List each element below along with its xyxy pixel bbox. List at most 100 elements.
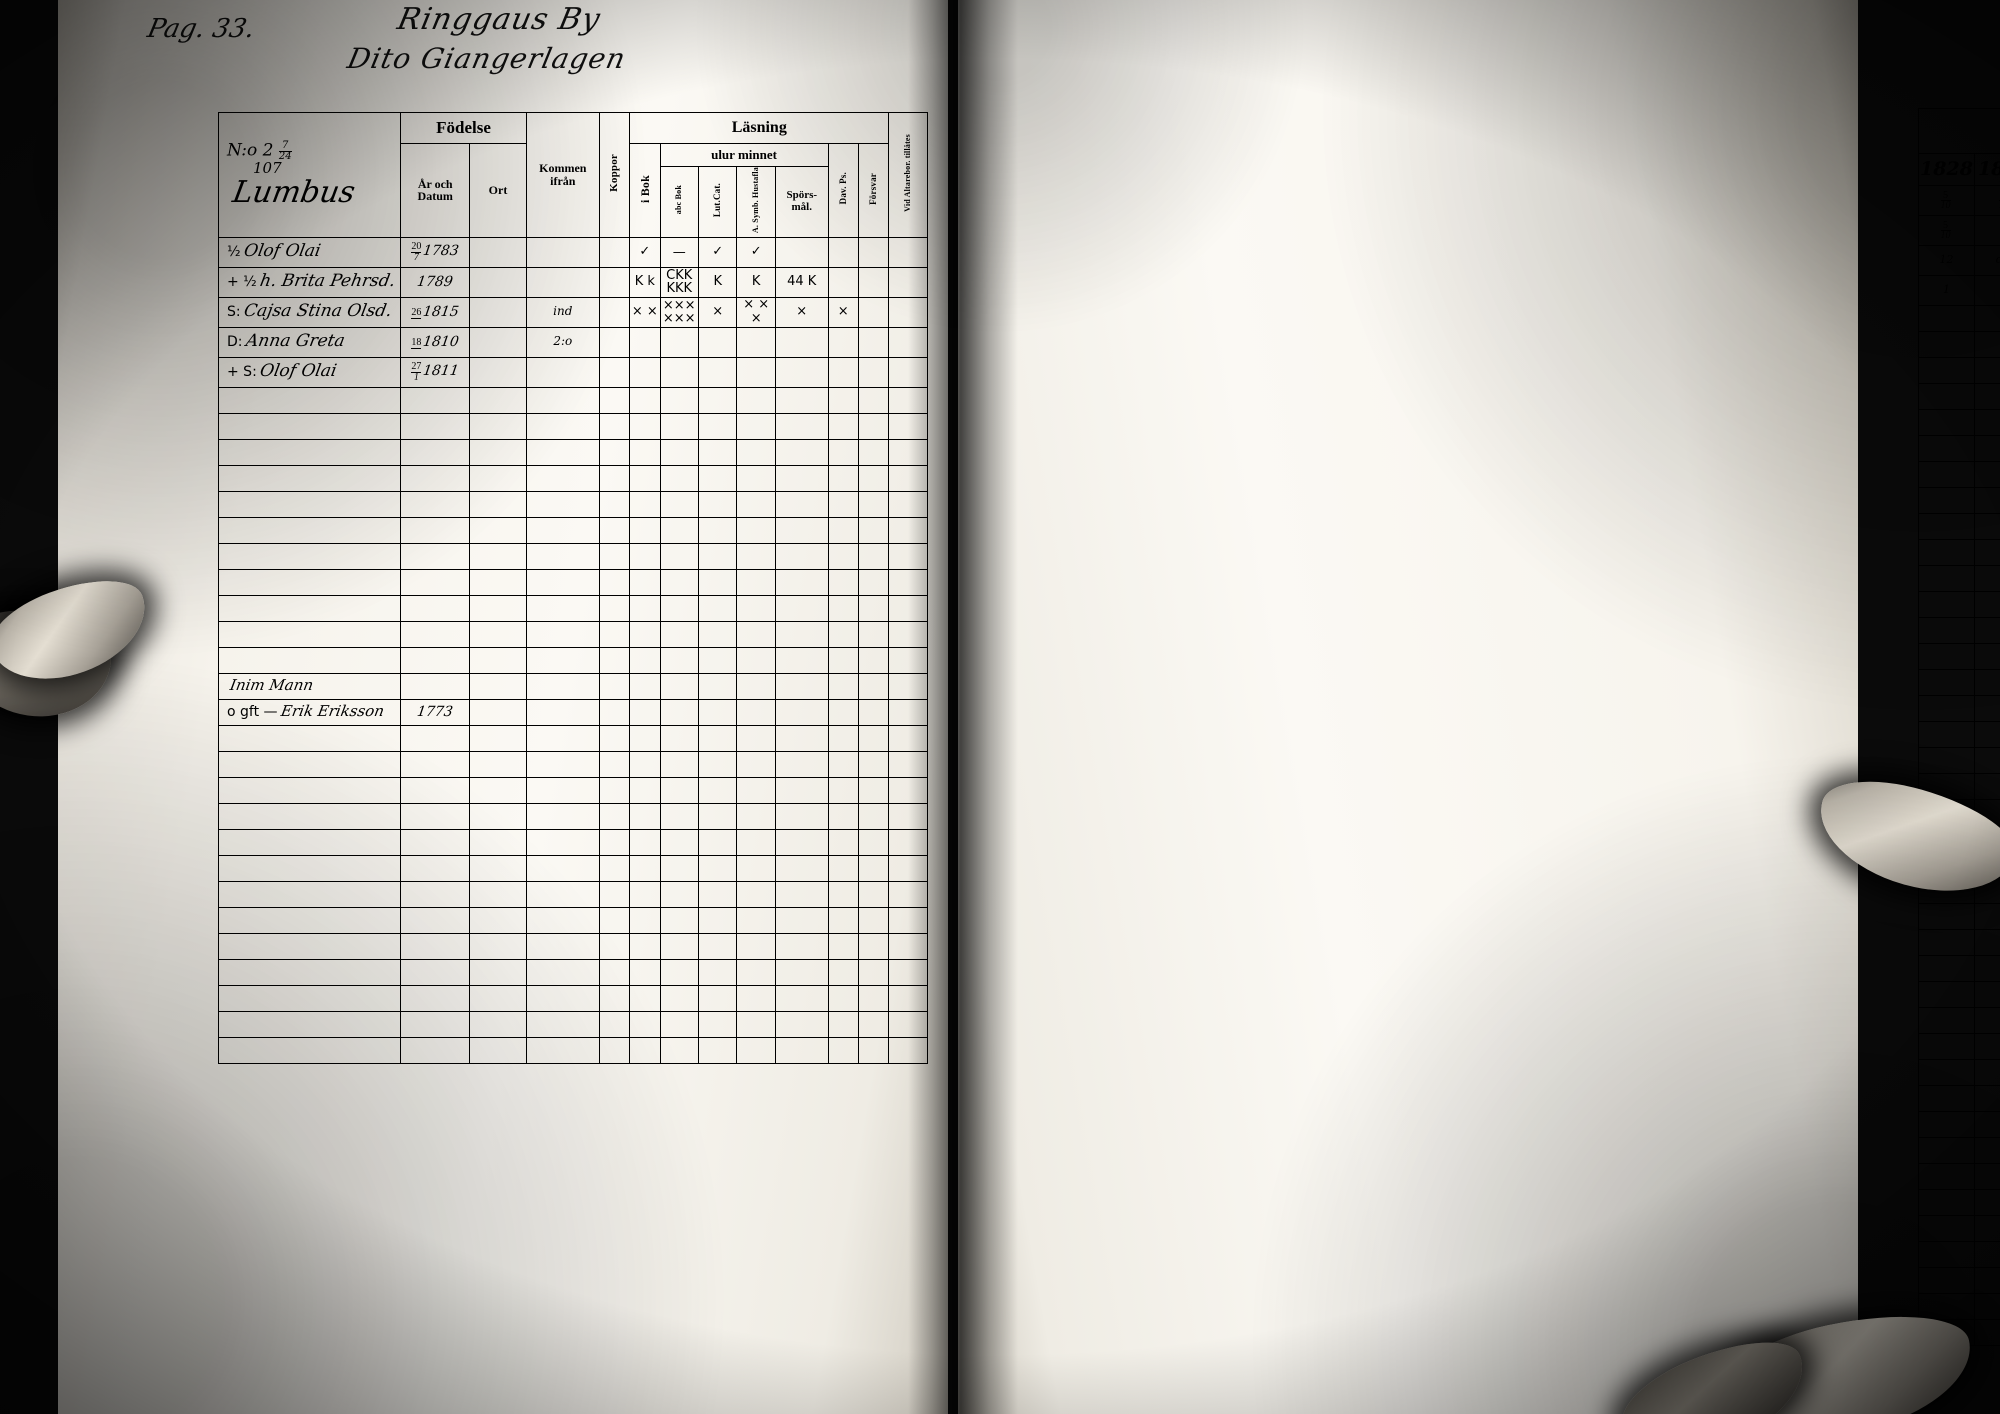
empty-cell [827,542,859,570]
communion-cell[interactable]: 5 10 [1918,215,1975,246]
communion-cell[interactable]: 1 [1918,275,1975,306]
empty-cell [400,958,471,986]
moved-from-cell-value: 2:o [553,334,573,349]
header-utur-minnet: ulur minnet [659,143,829,167]
empty-cell [736,828,776,856]
empty-cell [774,490,829,518]
person-name: Cajsa Stina Olsd. [242,301,394,322]
person-name-cell[interactable]: D:Anna Greta [217,326,402,358]
empty-cell [469,646,527,674]
empty-cell [1918,1137,1975,1164]
empty-cell [857,932,890,960]
empty-cell [1974,357,2000,384]
empty-cell [1974,747,2000,774]
empty-cell [697,412,738,440]
empty-cell [659,1010,699,1038]
empty-cell [469,984,527,1012]
empty-cell [1918,591,1975,618]
person-row[interactable]: + S:Olof Olai 27 1 1811 [217,356,928,388]
defence-cell [857,236,890,268]
empty-cell [1918,357,1975,384]
empty-cell [400,594,471,622]
communion-cell[interactable]: d:o [1974,245,2000,276]
questions-cell-value: 44 K [787,274,817,290]
empty-cell [217,724,402,752]
later-entry-row[interactable]: Inim Mann [217,672,928,700]
empty-cell [1974,539,2000,566]
empty-cell [469,594,527,622]
person-name-cell[interactable]: + S:Olof Olai [217,356,402,388]
empty-cell [629,594,661,622]
empty-cell [629,958,661,986]
later-entry-name-cell[interactable]: Inim Mann [217,672,402,700]
empty-cell [827,646,859,674]
empty-cell [525,958,600,986]
person-row[interactable]: S:Cajsa Stina Olsd. 26 1815 ind × × ××× ××× × ×… [217,296,928,328]
empty-cell [598,776,631,804]
empty-cell [1974,695,2000,722]
empty-cell [217,958,402,986]
person-row[interactable]: D:Anna Greta 18 1810 2:o [217,326,928,358]
empty-cell [525,646,600,674]
communion-row[interactable]: 510310721934243164d:oSärlig för Jacob ut… [1918,185,2000,216]
empty-cell [736,906,776,934]
empty-row [1918,1293,2000,1320]
person-name-cell[interactable]: ½Olof Olai [217,236,402,268]
empty-cell [469,438,527,466]
person-name-cell[interactable]: S:Cajsa Stina Olsd. [217,296,402,328]
smallpox-cell [598,356,631,388]
empty-cell [1974,1293,2000,1320]
empty-cell [217,438,402,466]
empty-cell [736,386,776,414]
later-entry-row[interactable]: o gft — Erik Eriksson 1773 [217,698,928,726]
empty-cell [400,906,471,934]
empty-cell [629,750,661,778]
person-row[interactable]: + ½h. Brita Pehrsd. 1789 K k CKK KKK K K 44 K [217,266,928,298]
later-entry-name-cell[interactable]: o gft — Erik Eriksson [217,698,402,726]
person-name-cell[interactable]: + ½h. Brita Pehrsd. [217,266,402,298]
empty-cell [400,620,471,648]
empty-cell [659,620,699,648]
empty-cell [697,958,738,986]
communion-row[interactable]: 510d:o/ = 10/5H. 16/ 5/1 [1918,215,2000,246]
empty-cell [659,932,699,960]
communion-cell[interactable] [1974,215,2000,246]
birth-date-cell: 1789 [400,266,471,298]
communion-year-label: 1828 [1920,157,1973,180]
empty-cell [1918,721,1975,748]
birth-year: 1815 [422,303,461,320]
communion-cell[interactable]: 5 10 [1918,185,1975,216]
empty-row [1918,1267,2000,1294]
communion-date: 5 10 [1940,189,1951,211]
empty-cell [400,932,471,960]
communion-cell[interactable]: 12 [1918,245,1975,276]
communion-row[interactable]: 1nov. 25/44256i —d:o 41H. 5/4 [1918,275,2000,306]
empty-cell [1918,383,1975,410]
empty-cell [857,568,890,596]
empty-cell [1974,1111,2000,1138]
later-entry-birth-year: 1773 [416,703,455,720]
empty-row [1918,539,2000,566]
person-row[interactable]: ½Olof Olai 20 7 1783 ✓ — ✓ ✓ [217,236,928,268]
communion-year-label: 1829 [1978,157,2000,180]
empty-row [1918,669,2000,696]
empty-cell [629,880,661,908]
communion-cell[interactable]: 310 [1974,185,2000,216]
empty-cell [1974,383,2000,410]
empty-cell [525,516,600,544]
empty-cell [736,750,776,778]
header-lut-cat: Lut.Cat. [697,166,738,238]
communion-row[interactable]: 12d:od:od:o8343d:od:of. 27/5 [1918,245,2000,276]
empty-cell [857,386,890,414]
empty-cell [736,568,776,596]
communion-cell[interactable] [1974,275,2000,306]
empty-cell [827,412,859,440]
defence-cell [857,266,890,298]
empty-cell [629,568,661,596]
empty-cell [525,880,600,908]
empty-cell [469,906,527,934]
empty-cell [525,1036,600,1064]
communion-year-row: 182818291830183118321833183418351836 [1918,153,2000,186]
header-a-symb: A. Symb. Hustafla [736,166,776,238]
birth-place-cell [469,266,527,298]
